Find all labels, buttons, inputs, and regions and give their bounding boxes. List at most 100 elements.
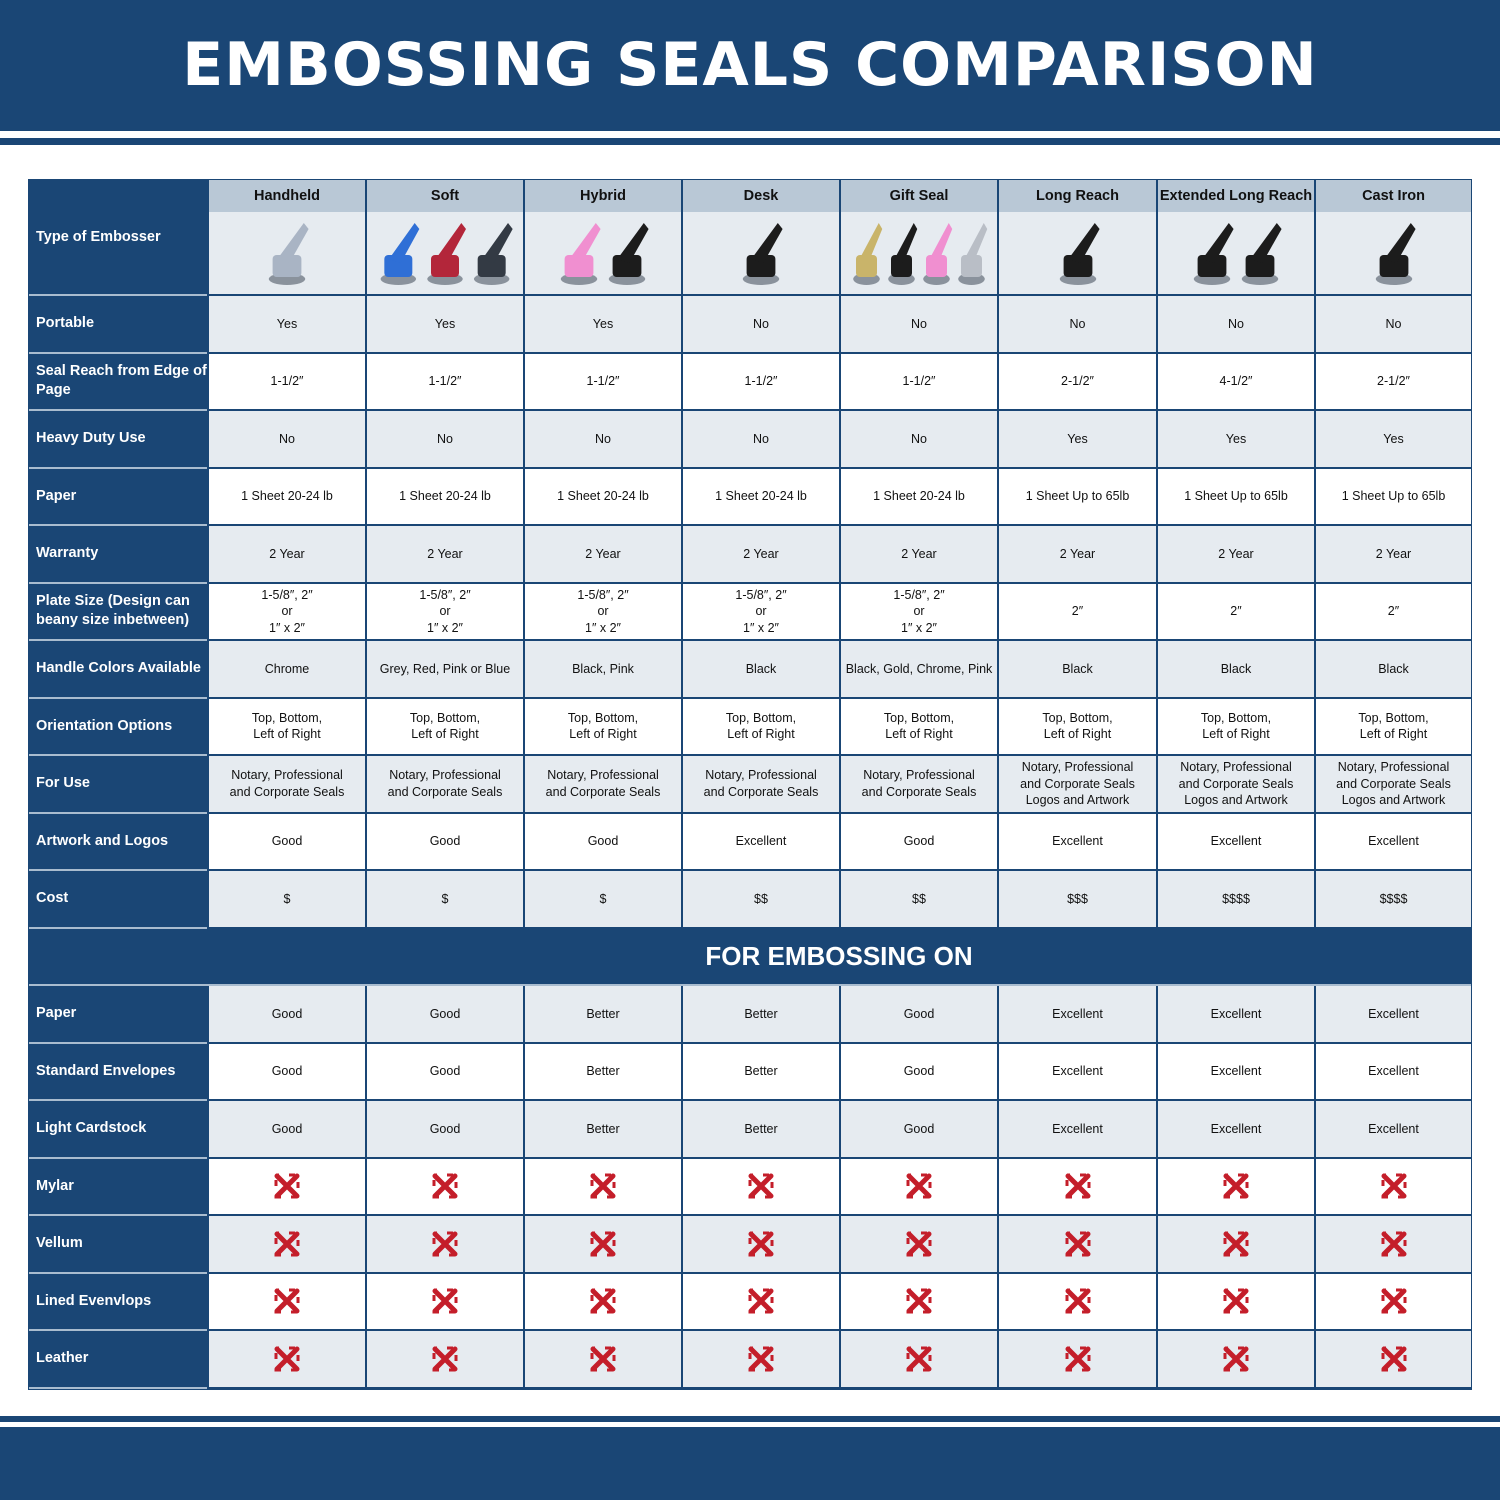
table-cell: Black — [681, 641, 839, 699]
not-supported-cross-icon — [523, 1158, 681, 1216]
table-cell: $$$$ — [1156, 871, 1314, 929]
table-cell: $$ — [839, 871, 997, 929]
not-supported-cross-icon — [681, 1331, 839, 1389]
table-cell: Yes — [207, 296, 365, 354]
table-cell: No — [1156, 296, 1314, 354]
row-label: Plate Size (Design can beany size inbetw… — [29, 583, 207, 641]
table-cell: 2-1/2″ — [997, 353, 1156, 411]
table-cell: Good — [365, 1101, 523, 1159]
table-cell: Chrome — [207, 641, 365, 699]
table-cell: Excellent — [1314, 1101, 1471, 1159]
table-cell: Excellent — [997, 1043, 1156, 1101]
embosser-image — [367, 212, 523, 294]
section-header: FOR EMBOSSING ON — [29, 928, 1471, 986]
column-name: Extended Long Reach — [1158, 180, 1314, 212]
column-name: Desk — [683, 180, 839, 212]
table-cell: 1-1/2″ — [839, 353, 997, 411]
row-label: Paper — [29, 986, 207, 1044]
not-supported-cross-icon — [365, 1273, 523, 1331]
table-cell: Top, Bottom, Left of Right — [997, 698, 1156, 756]
not-supported-cross-icon — [681, 1158, 839, 1216]
table-cell: Good — [365, 1043, 523, 1101]
table-cell: 1-5/8″, 2″ or 1″ x 2″ — [523, 583, 681, 641]
table-cell: Excellent — [997, 1101, 1156, 1159]
column-header-gift-seal: Gift Seal — [839, 180, 997, 296]
embosser-image — [999, 212, 1156, 294]
table-cell: 2 Year — [1156, 526, 1314, 584]
column-name: Long Reach — [999, 180, 1156, 212]
table-cell: Good — [365, 986, 523, 1044]
table-cell: Black — [1156, 641, 1314, 699]
table-cell: No — [681, 411, 839, 469]
table-row-mylar: Mylar — [29, 1158, 1471, 1216]
table-cell: Excellent — [1156, 1101, 1314, 1159]
table-cell: Top, Bottom, Left of Right — [207, 698, 365, 756]
table-cell: Excellent — [1314, 1043, 1471, 1101]
not-supported-cross-icon — [207, 1216, 365, 1274]
table-cell: 1 Sheet 20-24 lb — [365, 468, 523, 526]
table-cell: 2 Year — [207, 526, 365, 584]
bottom-divider — [0, 1416, 1500, 1422]
column-header-soft: Soft — [365, 180, 523, 296]
table-cell: Notary, Professional and Corporate Seals… — [997, 756, 1156, 814]
table-cell: Yes — [997, 411, 1156, 469]
table-cell: $$$$ — [1314, 871, 1471, 929]
table-cell: Black — [1314, 641, 1471, 699]
not-supported-cross-icon — [839, 1158, 997, 1216]
table-cell: Excellent — [1314, 813, 1471, 871]
row-label: Handle Colors Available — [29, 641, 207, 699]
table-cell: Excellent — [681, 813, 839, 871]
table-cell: Good — [207, 1043, 365, 1101]
table-cell: Excellent — [1156, 813, 1314, 871]
not-supported-cross-icon — [207, 1158, 365, 1216]
table-cell: Yes — [523, 296, 681, 354]
not-supported-cross-icon — [1156, 1158, 1314, 1216]
table-cell: $ — [523, 871, 681, 929]
table-row-portable: Portable Yes Yes Yes No No No No No — [29, 296, 1471, 354]
embosser-image — [841, 212, 997, 294]
table-cell: Notary, Professional and Corporate Seals — [839, 756, 997, 814]
table-cell: 2 Year — [839, 526, 997, 584]
row-label: Orientation Options — [29, 698, 207, 756]
not-supported-cross-icon — [1314, 1158, 1471, 1216]
table-row-paper: Paper Good Good Better Better Good Excellent Ex… — [29, 986, 1471, 1044]
comparison-table: Type of Embosser Handheld Soft Hybrid Desk Gi… — [28, 179, 1472, 1390]
table-row-leather: Leather — [29, 1331, 1471, 1389]
row-label: Standard Envelopes — [29, 1043, 207, 1101]
column-name: Cast Iron — [1316, 180, 1471, 212]
table-cell: 1 Sheet Up to 65lb — [997, 468, 1156, 526]
column-header-hybrid: Hybrid — [523, 180, 681, 296]
not-supported-cross-icon — [207, 1331, 365, 1389]
table-cell: 1-1/2″ — [681, 353, 839, 411]
row-label: Warranty — [29, 526, 207, 584]
row-label: Vellum — [29, 1216, 207, 1274]
table-cell: $$$ — [997, 871, 1156, 929]
table-cell: No — [523, 411, 681, 469]
column-header-handheld: Handheld — [207, 180, 365, 296]
not-supported-cross-icon — [681, 1216, 839, 1274]
table-row-seal-reach-from-edge-of-page: Seal Reach from Edge of Page 1-1/2″ 1-1/2″… — [29, 353, 1471, 411]
table-row-cost: Cost $ $ $ $$ $$ $$$ $$$$ $$$$ — [29, 871, 1471, 929]
top-divider — [0, 138, 1500, 145]
column-header-extended-long-reach: Extended Long Reach — [1156, 180, 1314, 296]
table-cell: 1-5/8″, 2″ or 1″ x 2″ — [681, 583, 839, 641]
table-row-artwork-and-logos: Artwork and Logos Good Good Good Excellent Go… — [29, 813, 1471, 871]
table-cell: Good — [207, 813, 365, 871]
not-supported-cross-icon — [839, 1331, 997, 1389]
table-cell: Good — [839, 986, 997, 1044]
column-header-desk: Desk — [681, 180, 839, 296]
table-cell: Excellent — [1314, 986, 1471, 1044]
row-label: Leather — [29, 1331, 207, 1389]
table-cell: Good — [207, 1101, 365, 1159]
table-row-standard-envelopes: Standard Envelopes Good Good Better Better Go… — [29, 1043, 1471, 1101]
table-cell: Better — [523, 1101, 681, 1159]
table-cell: 1-5/8″, 2″ or 1″ x 2″ — [839, 583, 997, 641]
not-supported-cross-icon — [365, 1331, 523, 1389]
table-cell: 1 Sheet 20-24 lb — [681, 468, 839, 526]
table-cell: No — [1314, 296, 1471, 354]
table-cell: 2 Year — [523, 526, 681, 584]
table-row-light-cardstock: Light Cardstock Good Good Better Better Good E… — [29, 1101, 1471, 1159]
not-supported-cross-icon — [997, 1273, 1156, 1331]
row-label: Portable — [29, 296, 207, 354]
table-cell: Notary, Professional and Corporate Seals — [523, 756, 681, 814]
